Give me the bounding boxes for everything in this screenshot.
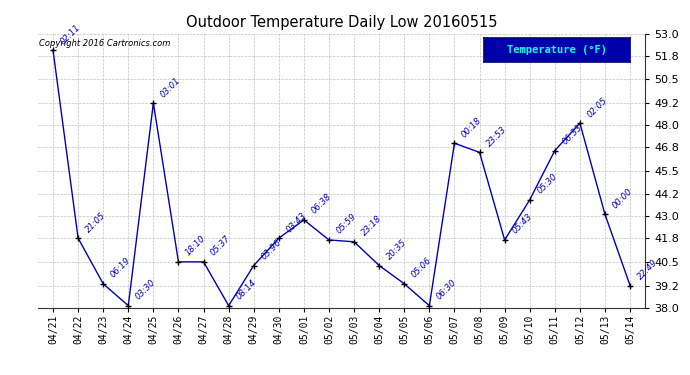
Text: 18:10: 18:10 [184, 234, 208, 258]
Text: 05:43: 05:43 [510, 212, 534, 236]
Text: 06:30: 06:30 [435, 278, 459, 302]
Text: 02:05: 02:05 [586, 95, 609, 119]
Text: 05:06: 05:06 [410, 256, 433, 280]
Text: 03:43: 03:43 [284, 210, 308, 234]
Text: 06:38: 06:38 [310, 192, 333, 216]
Text: 23:53: 23:53 [485, 124, 509, 148]
Text: 20:35: 20:35 [385, 238, 408, 261]
Text: 03:96: 03:96 [259, 238, 283, 261]
Text: 00:18: 00:18 [460, 116, 484, 139]
Text: 05:37: 05:37 [209, 234, 233, 258]
Text: 08:14: 08:14 [234, 278, 258, 302]
Text: 06:19: 06:19 [109, 256, 132, 280]
Text: 02:11: 02:11 [59, 22, 82, 46]
Text: 03:30: 03:30 [134, 278, 157, 302]
Text: 05:59: 05:59 [335, 212, 358, 236]
Title: Outdoor Temperature Daily Low 20160515: Outdoor Temperature Daily Low 20160515 [186, 15, 497, 30]
Text: 23:18: 23:18 [359, 214, 383, 238]
Text: 06:33: 06:33 [560, 123, 584, 146]
Text: 21:05: 21:05 [83, 210, 107, 234]
Text: 00:00: 00:00 [611, 187, 634, 210]
Text: 05:30: 05:30 [535, 172, 559, 196]
Text: 03:01: 03:01 [159, 75, 183, 99]
Text: 22:49: 22:49 [635, 258, 659, 281]
Text: Copyright 2016 Cartronics.com: Copyright 2016 Cartronics.com [39, 39, 170, 48]
